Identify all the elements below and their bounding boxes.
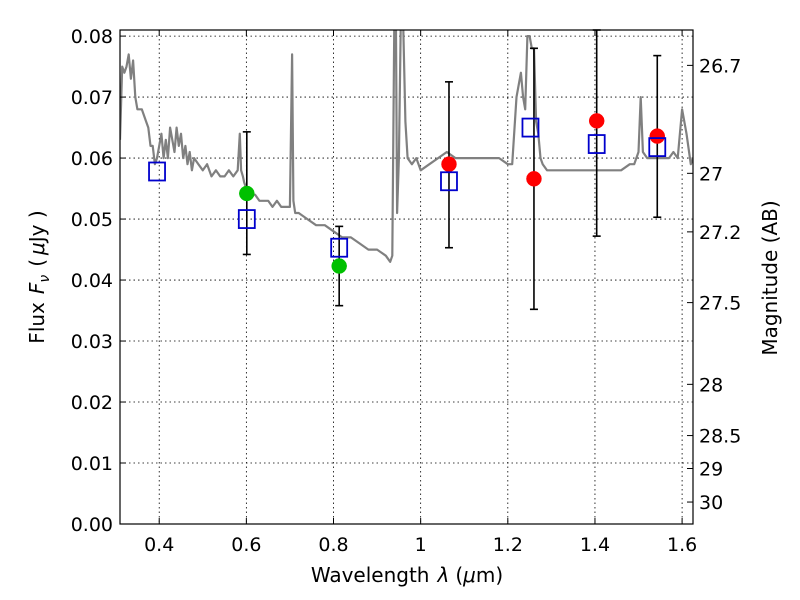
plot-frame: [119, 29, 694, 525]
model-photometry-point: [521, 117, 540, 138]
red-detections-point: [526, 171, 542, 187]
x-tick-label: 0.4: [144, 534, 174, 556]
y2-tick-label: 27: [699, 163, 723, 185]
y-tick-label: 0.04: [71, 270, 113, 292]
axis-ticks: 0.4 0.6 0.8 1 1.2 1.4 1.6 0.00 0.01 0.02 0.03 0.04 0…: [71, 26, 742, 556]
spectrum-line: [120, 30, 693, 263]
y2-tick-label: 28: [699, 374, 723, 396]
x-tick-label: 1: [415, 534, 427, 556]
y-tick-label: 0.03: [71, 331, 113, 353]
red-detections-point: [588, 113, 605, 129]
green-detections-point: [239, 185, 255, 202]
marker-layer: [148, 113, 667, 274]
y-tick-label: 0.00: [71, 514, 113, 536]
model-photometry-point: [648, 137, 667, 157]
x-tick-label: 1.6: [667, 534, 697, 556]
green-detections-point: [331, 258, 347, 274]
model-photometry-point: [440, 171, 458, 192]
x-tick-label: 1.4: [580, 534, 610, 556]
y-tick-label: 0.06: [71, 148, 113, 170]
y-tick-label: 0.07: [71, 87, 113, 109]
model-photometry-point: [237, 209, 256, 229]
y-tick-label: 0.08: [71, 26, 113, 48]
model-photometry-point: [587, 134, 606, 154]
y-axis-label: FluxFν(μJy ): [25, 210, 53, 343]
y-tick-label: 0.02: [71, 392, 113, 414]
y2-tick-label: 26.7: [699, 55, 741, 77]
x-tick-label: 0.8: [318, 534, 348, 556]
y2-tick-label: 27.5: [699, 293, 741, 315]
x-axis-label: Wavelength λ (μm): [311, 563, 503, 587]
y-tick-label: 0.05: [71, 209, 113, 231]
y2-axis-label: Magnitude (AB): [758, 200, 782, 355]
x-tick-label: 0.6: [231, 534, 261, 556]
spectrum-layer: [120, 30, 693, 263]
model-photometry-point: [148, 161, 166, 182]
model-photometry-point: [330, 237, 349, 258]
red-detections-point: [441, 156, 457, 172]
y2-tick-label: 29: [699, 459, 723, 481]
red-detections-point: [649, 128, 666, 144]
x-tick-label: 1.2: [493, 534, 523, 556]
y-tick-label: 0.01: [71, 453, 113, 475]
y2-tick-label: 30: [699, 492, 723, 514]
y2-tick-label: 27.2: [699, 222, 741, 244]
y2-tick-label: 28.5: [699, 426, 741, 448]
grid: [120, 30, 693, 525]
